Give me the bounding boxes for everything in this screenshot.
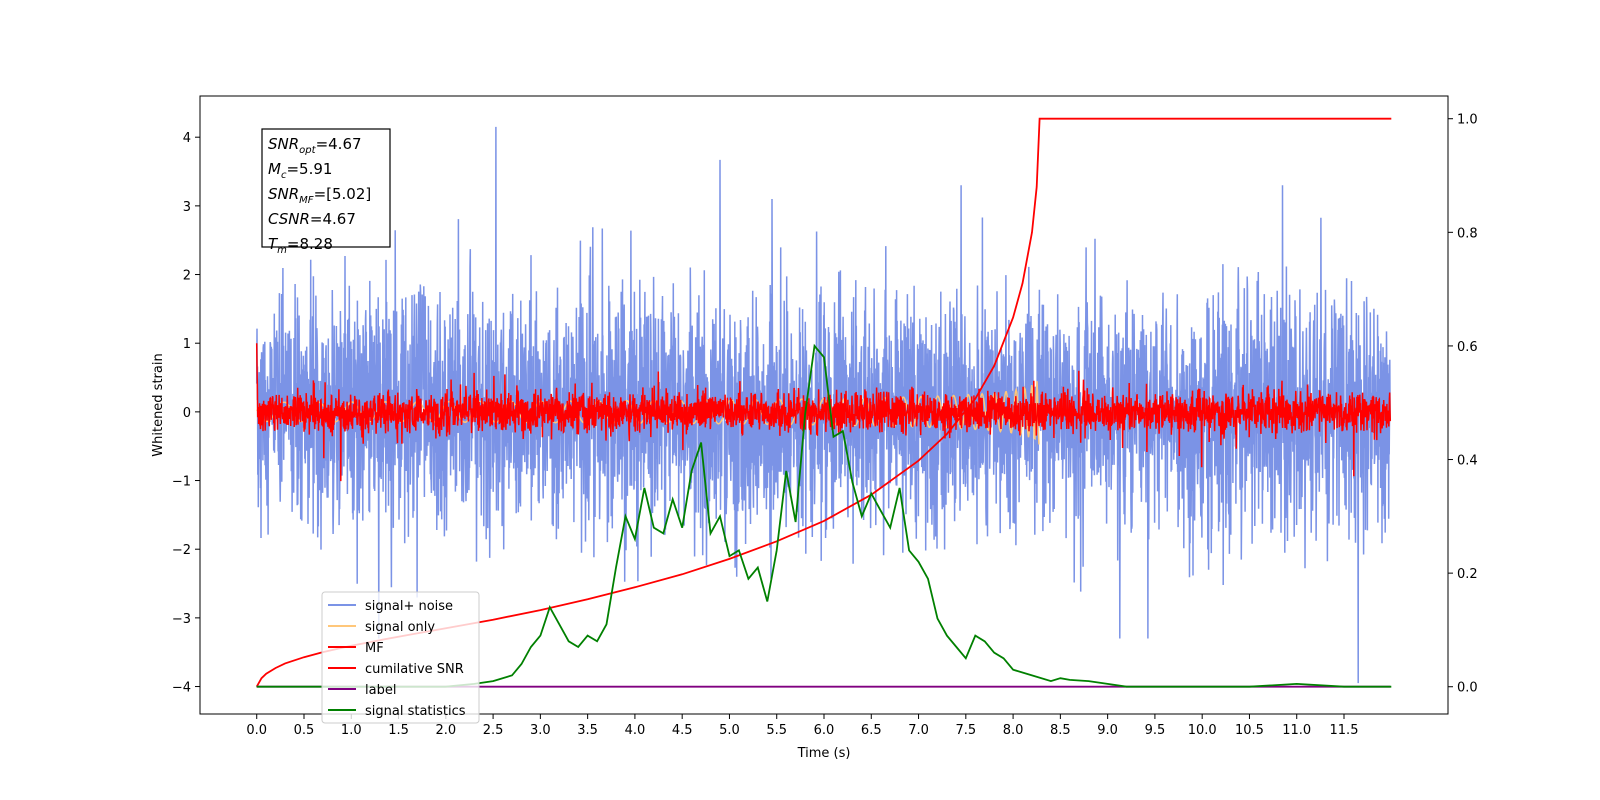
x-tick-label: 2.0: [435, 723, 456, 738]
left-y-tick-label: −4: [172, 681, 191, 696]
series-signal-statistics-line: [256, 343, 1392, 688]
x-tick-label: 6.0: [814, 723, 835, 738]
x-tick-label: 11.5: [1330, 723, 1359, 738]
x-tick-label: 10.5: [1235, 723, 1264, 738]
legend: signal+ noise signal only MF cumilative SNR…: [321, 591, 480, 724]
annotation-line: SNRMF=[5.02]: [268, 185, 371, 206]
x-tick-label: 7.0: [908, 723, 929, 738]
left-y-tick-label: −2: [172, 543, 191, 558]
annotation-line: CSNR=4.67: [268, 210, 356, 228]
right-y-tick-label: 0.0: [1457, 681, 1478, 696]
x-tick-label: 9.0: [1097, 723, 1118, 738]
series-cumulative-snr-line: [255, 117, 1392, 688]
left-y-tick-label: 0: [183, 406, 191, 421]
left-y-tick-label: −3: [172, 612, 191, 627]
left-y-tick-label: 1: [183, 337, 191, 352]
right-y-tick-label: 1.0: [1457, 113, 1478, 128]
x-tick-label: 7.5: [955, 723, 976, 738]
x-tick-label: 1.5: [388, 723, 409, 738]
right-y-tick-label: 0.8: [1457, 226, 1478, 241]
x-tick-label: 0.0: [246, 723, 267, 738]
left-y-tick-label: 4: [183, 131, 191, 146]
x-tick-label: 9.5: [1145, 723, 1166, 738]
legend-entry-label: cumilative SNR: [365, 662, 464, 677]
annotation-line: SNRopt=4.67: [268, 135, 362, 156]
x-tick-label: 3.5: [577, 723, 598, 738]
left-y-tick-label: 3: [183, 200, 191, 215]
x-tick-label: 8.5: [1050, 723, 1071, 738]
x-tick-label: 11.0: [1282, 723, 1311, 738]
x-tick-label: 1.0: [341, 723, 362, 738]
x-tick-label: 5.0: [719, 723, 740, 738]
series-mf-line: [255, 343, 1392, 482]
legend-entry-label: MF: [365, 641, 384, 656]
annotation-line: Tm=8.28: [268, 235, 333, 256]
x-tick-label: 5.5: [766, 723, 787, 738]
legend-frame: [321, 591, 480, 724]
annotation-line: Mc=5.91: [268, 160, 332, 181]
annotation-frame: [261, 128, 391, 248]
legend-entry-label: signal only: [365, 620, 435, 635]
x-tick-label: 4.5: [672, 723, 693, 738]
x-axis-label: Time (s): [797, 746, 851, 761]
x-tick-label: 10.0: [1188, 723, 1217, 738]
legend-entry-label: signal+ noise: [365, 599, 453, 614]
legend-entry-label: signal statistics: [365, 704, 466, 719]
right-y-axis-ticks: 1.0 0.8 0.6 0.4 0.2 0.0: [1448, 113, 1478, 696]
x-tick-label: 2.5: [483, 723, 504, 738]
left-y-tick-label: 2: [183, 269, 191, 284]
left-y-tick-label: −1: [172, 475, 191, 490]
x-axis-ticks: 0.0 0.5 1.0 1.5 2.0 2.5 3.0 3.5 4.0 4.5 5.0 5.5 6.0 6…: [246, 714, 1358, 738]
right-y-tick-label: 0.4: [1457, 454, 1478, 469]
x-tick-label: 0.5: [294, 723, 315, 738]
x-tick-label: 3.0: [530, 723, 551, 738]
legend-entry-label: label: [365, 683, 396, 698]
x-tick-label: 4.0: [625, 723, 646, 738]
x-tick-label: 6.5: [861, 723, 882, 738]
right-y-tick-label: 0.2: [1457, 567, 1478, 582]
left-y-axis-label: Whitened strain: [151, 353, 166, 456]
left-y-axis-ticks: 4 3 2 1 0 −1 −2 −3 −4: [172, 131, 200, 696]
x-tick-label: 8.0: [1003, 723, 1024, 738]
right-y-tick-label: 0.6: [1457, 340, 1478, 355]
stats-annotation-box: SNRopt=4.67 Mc=5.91 SNRMF=[5.02] CSNR=4.67 T…: [261, 128, 391, 256]
